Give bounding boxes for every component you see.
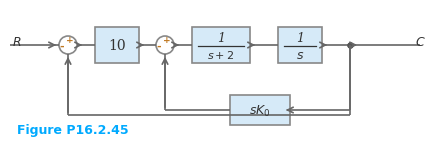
FancyBboxPatch shape (230, 95, 290, 125)
Text: +: + (163, 36, 171, 44)
Text: -: - (157, 42, 161, 52)
FancyBboxPatch shape (192, 27, 250, 63)
FancyBboxPatch shape (278, 27, 322, 63)
Text: $R$: $R$ (12, 36, 22, 49)
Text: Figure P16.2.45: Figure P16.2.45 (17, 124, 129, 137)
Text: 1: 1 (217, 32, 225, 44)
Text: +: + (66, 36, 74, 44)
Text: $sK_0$: $sK_0$ (249, 104, 271, 119)
Text: $s$: $s$ (296, 49, 304, 61)
Text: $C$: $C$ (415, 36, 426, 49)
Text: -: - (60, 42, 64, 52)
Text: 1: 1 (296, 32, 304, 44)
Text: $s+2$: $s+2$ (207, 49, 235, 61)
Text: 10: 10 (108, 39, 126, 53)
FancyBboxPatch shape (95, 27, 139, 63)
